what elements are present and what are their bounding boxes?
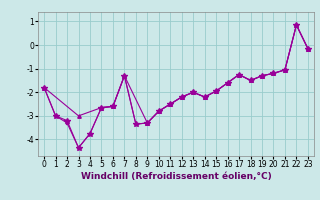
X-axis label: Windchill (Refroidissement éolien,°C): Windchill (Refroidissement éolien,°C) (81, 172, 271, 181)
